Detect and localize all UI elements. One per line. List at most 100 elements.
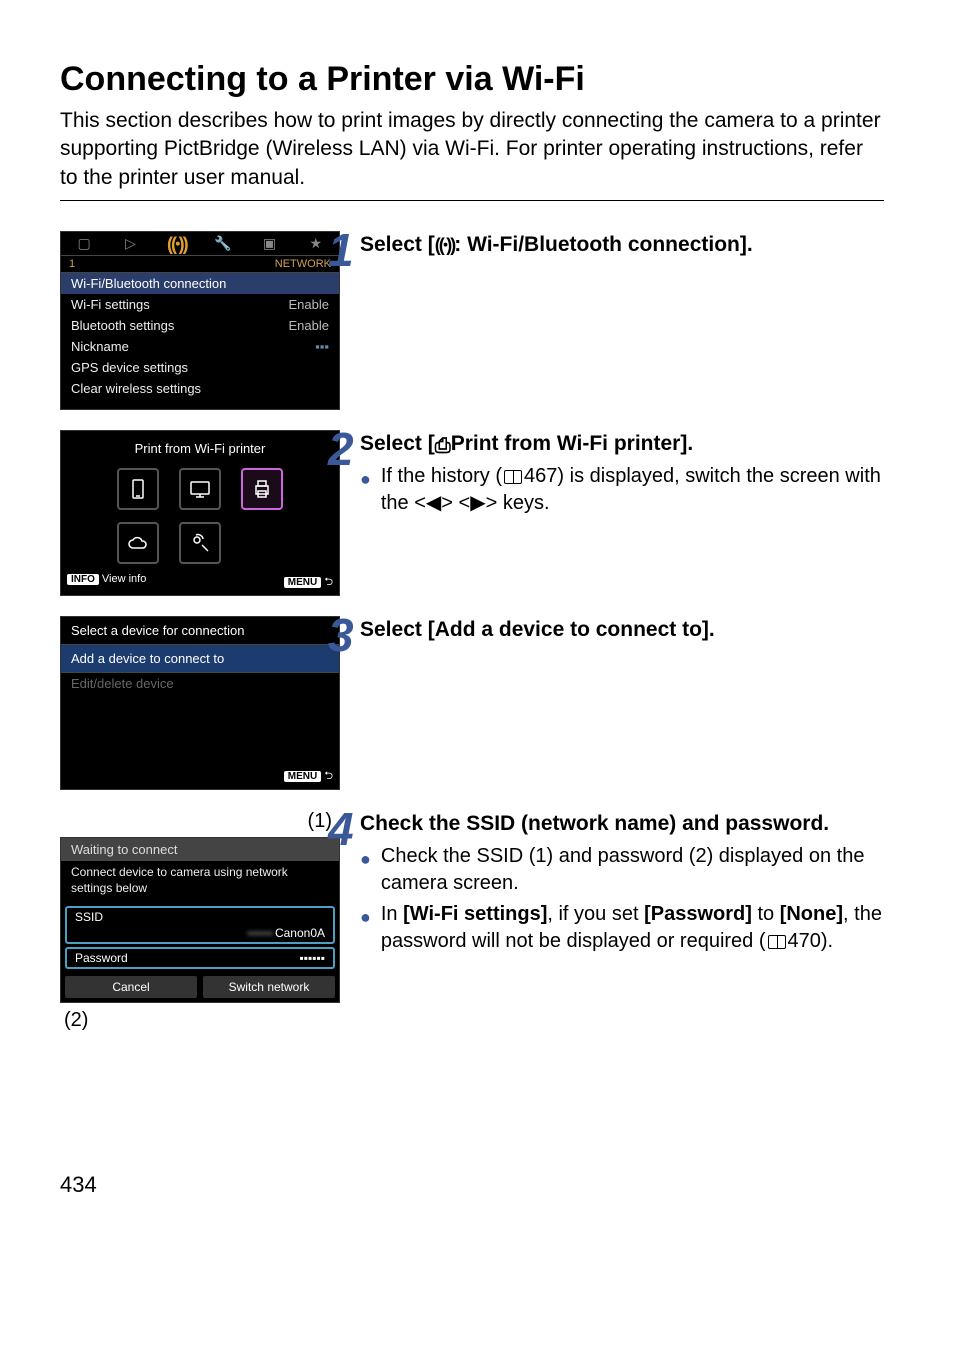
- step-number-3: 3: [328, 608, 354, 662]
- title-pre: Select [: [360, 432, 435, 455]
- printer-icon: ⎙: [435, 433, 451, 459]
- antenna-icon: ((ꞏ)): [435, 234, 455, 257]
- ssid-field: SSID ▪▪▪▪▪▪Canon0A: [65, 906, 335, 944]
- menu-label: Nickname: [71, 339, 129, 354]
- add-device-row[interactable]: Add a device to connect to: [61, 645, 339, 673]
- page-ref: 467: [524, 465, 557, 487]
- password-field: Password ▪▪▪▪▪▪: [65, 947, 335, 969]
- screen-3-bottom-bar: MENU⮌: [61, 764, 339, 789]
- screen-3-header: Select a device for connection: [61, 617, 339, 645]
- tab-antenna-icon: ((ꞏ)): [154, 232, 200, 256]
- b2-post: ).: [821, 930, 833, 952]
- bullet-icon: ●: [360, 467, 371, 491]
- screen-1: ▢ ▷ ((ꞏ)) 🔧 ▣ ★ 1 NETWORK Wi-Fi/Bluetoot…: [60, 231, 340, 410]
- screen-2-bottom-bar: INFOView info MENU⮌: [61, 570, 339, 595]
- menu-row-wifi-settings[interactable]: Wi-Fi settings Enable: [61, 294, 339, 315]
- printer-icon: [250, 477, 274, 501]
- ssid-value: Canon0A: [275, 926, 325, 940]
- subtab-number: 1: [69, 258, 75, 270]
- tab-camera-icon: ▢: [61, 235, 107, 252]
- bullet-1-text: Check the SSID (1) and password (2) disp…: [381, 843, 884, 897]
- step-2: Print from Wi-Fi printer: [60, 430, 884, 596]
- cancel-button[interactable]: Cancel: [65, 976, 197, 998]
- intro-text: This section describes how to print imag…: [60, 107, 884, 192]
- menu-value: Enable: [289, 318, 329, 333]
- step-3-title: Select [Add a device to connect to].: [360, 616, 884, 643]
- book-icon: [504, 470, 522, 484]
- step-2-title: Select [⎙Print from Wi-Fi printer].: [360, 430, 884, 457]
- waiting-header: Waiting to connect: [61, 838, 339, 861]
- subtab-row: 1 NETWORK: [61, 256, 339, 273]
- connect-message: Connect device to camera using network s…: [61, 861, 339, 906]
- page-title: Connecting to a Printer via Wi-Fi: [60, 60, 884, 99]
- menu-value: Enable: [289, 297, 329, 312]
- icon-row-2: [61, 516, 339, 570]
- step-4: (1) Waiting to connect Connect device to…: [60, 810, 884, 1032]
- switch-network-button[interactable]: Switch network: [203, 976, 335, 998]
- step-1: ▢ ▷ ((ꞏ)) 🔧 ▣ ★ 1 NETWORK Wi-Fi/Bluetoot…: [60, 231, 884, 410]
- step-number-4: 4: [328, 802, 354, 856]
- cloud-icon: [126, 531, 150, 555]
- bullet-icon: ●: [360, 847, 371, 871]
- ssid-blur: ▪▪▪▪▪▪: [247, 926, 273, 940]
- menu-label: Clear wireless settings: [71, 381, 201, 396]
- callout-1-label: (1): [60, 810, 340, 833]
- title-pre: Select [: [360, 233, 435, 256]
- screen-2: Print from Wi-Fi printer: [60, 430, 340, 596]
- menu-label: Bluetooth settings: [71, 318, 174, 333]
- bullet-2-text: In [Wi-Fi settings], if you set [Passwor…: [381, 901, 884, 955]
- bullet-icon: ●: [360, 905, 371, 929]
- info-label: View info: [102, 573, 146, 585]
- info-button[interactable]: INFO: [67, 574, 99, 585]
- menu-button[interactable]: MENU: [284, 577, 321, 588]
- menu-value: ▪▪▪: [315, 339, 329, 354]
- screen-3: Select a device for connection Add a dev…: [60, 616, 340, 790]
- b2-mid1: , if you set: [547, 903, 644, 925]
- cloud-icon-box[interactable]: [117, 522, 159, 564]
- password-label: Password: [75, 951, 128, 965]
- b2-pre: In: [381, 903, 403, 925]
- screen-2-title: Print from Wi-Fi printer: [61, 431, 339, 462]
- remote-icon: [188, 531, 212, 555]
- bullet-text-pre: If the history (: [381, 465, 502, 487]
- b2-bold2: [Password]: [644, 903, 752, 925]
- divider: [60, 200, 884, 201]
- icon-row-1: [61, 462, 339, 516]
- step-2-body: ● If the history (467) is displayed, swi…: [360, 463, 884, 517]
- b2-bold3: [None]: [780, 903, 843, 925]
- phone-icon-box[interactable]: [117, 468, 159, 510]
- screen-4: Waiting to connect Connect device to cam…: [60, 837, 340, 1003]
- menu-row-nickname[interactable]: Nickname ▪▪▪: [61, 336, 339, 357]
- password-blur: ▪▪▪▪▪▪: [299, 951, 325, 965]
- b2-bold1: [Wi-Fi settings]: [403, 903, 547, 925]
- page-number: 434: [60, 1172, 884, 1198]
- menu-button[interactable]: MENU: [284, 771, 321, 782]
- tab-custom-icon: ▣: [246, 235, 292, 252]
- menu-label: GPS device settings: [71, 360, 188, 375]
- menu-row-gps[interactable]: GPS device settings: [61, 357, 339, 378]
- tab-wrench-icon: 🔧: [200, 235, 246, 252]
- menu-label: Wi-Fi settings: [71, 297, 150, 312]
- page-ref: 470: [788, 930, 821, 952]
- menu-row-wifi-bt[interactable]: Wi-Fi/Bluetooth connection: [61, 273, 339, 294]
- monitor-icon-box[interactable]: [179, 468, 221, 510]
- menu-row-clear[interactable]: Clear wireless settings: [61, 378, 339, 399]
- menu-row-bt-settings[interactable]: Bluetooth settings Enable: [61, 315, 339, 336]
- button-row: Cancel Switch network: [61, 972, 339, 1002]
- monitor-icon: [188, 477, 212, 501]
- step-3: Select a device for connection Add a dev…: [60, 616, 884, 790]
- network-label: NETWORK: [275, 258, 331, 270]
- ssid-label: SSID: [75, 910, 103, 924]
- title-post: : Wi-Fi/Bluetooth connection].: [454, 233, 752, 256]
- printer-icon-box[interactable]: [241, 468, 283, 510]
- step-number-1: 1: [328, 223, 354, 277]
- remote-icon-box[interactable]: [179, 522, 221, 564]
- edit-delete-row[interactable]: Edit/delete device: [61, 673, 339, 694]
- menu-label: Edit/delete device: [71, 676, 174, 691]
- title-post: Print from Wi-Fi printer].: [451, 432, 693, 455]
- step-4-body: ● Check the SSID (1) and password (2) di…: [360, 843, 884, 955]
- book-icon: [768, 935, 786, 949]
- step-number-2: 2: [328, 422, 354, 476]
- tab-play-icon: ▷: [107, 235, 153, 252]
- tab-bar: ▢ ▷ ((ꞏ)) 🔧 ▣ ★: [61, 232, 339, 256]
